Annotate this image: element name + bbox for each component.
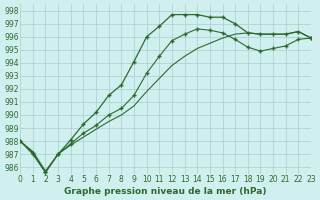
X-axis label: Graphe pression niveau de la mer (hPa): Graphe pression niveau de la mer (hPa) <box>64 187 267 196</box>
